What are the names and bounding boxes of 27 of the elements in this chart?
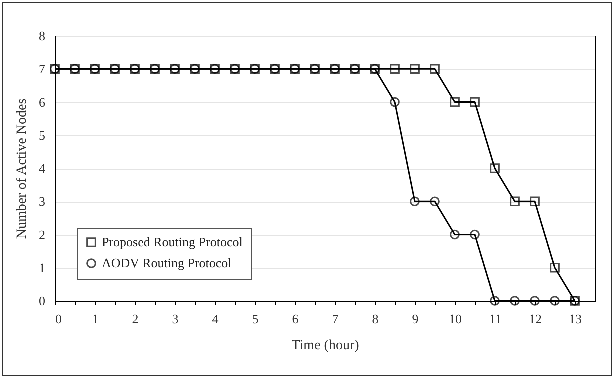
x-tick-label: 1 xyxy=(92,312,99,326)
x-tick-label: 6 xyxy=(292,312,300,326)
x-tick-label: 4 xyxy=(212,312,220,326)
x-axis-title: Time (hour) xyxy=(292,338,360,354)
x-tick-label: 2 xyxy=(132,312,139,326)
legend-label: AODV Routing Protocol xyxy=(102,256,232,270)
y-tick-label: 7 xyxy=(39,62,46,77)
x-tick-label: 9 xyxy=(412,312,419,326)
x-tick-label: 10 xyxy=(449,312,462,326)
x-tick-label: 8 xyxy=(372,312,379,326)
y-tick-label: 3 xyxy=(39,194,46,210)
y-tick-label: 5 xyxy=(39,128,46,143)
y-tick-label: 6 xyxy=(39,94,46,110)
y-tick-label: 2 xyxy=(39,227,46,242)
y-tick-label: 8 xyxy=(39,28,46,44)
x-tick-label: 13 xyxy=(569,312,582,326)
x-tick-label: 5 xyxy=(252,312,259,326)
x-tick-label: 3 xyxy=(172,312,179,326)
x-tick-label: 0 xyxy=(56,312,62,326)
x-tick-label: 11 xyxy=(489,312,502,326)
x-tick-label: 7 xyxy=(332,312,340,326)
x-tick-label: 12 xyxy=(529,312,542,326)
legend-label: Proposed Routing Protocol xyxy=(102,234,244,250)
y-tick-label: 0 xyxy=(39,294,46,308)
y-axis-title: Number of Active Nodes xyxy=(15,98,30,240)
y-tick-label: 4 xyxy=(39,161,46,176)
y-tick-label: 1 xyxy=(39,260,46,276)
